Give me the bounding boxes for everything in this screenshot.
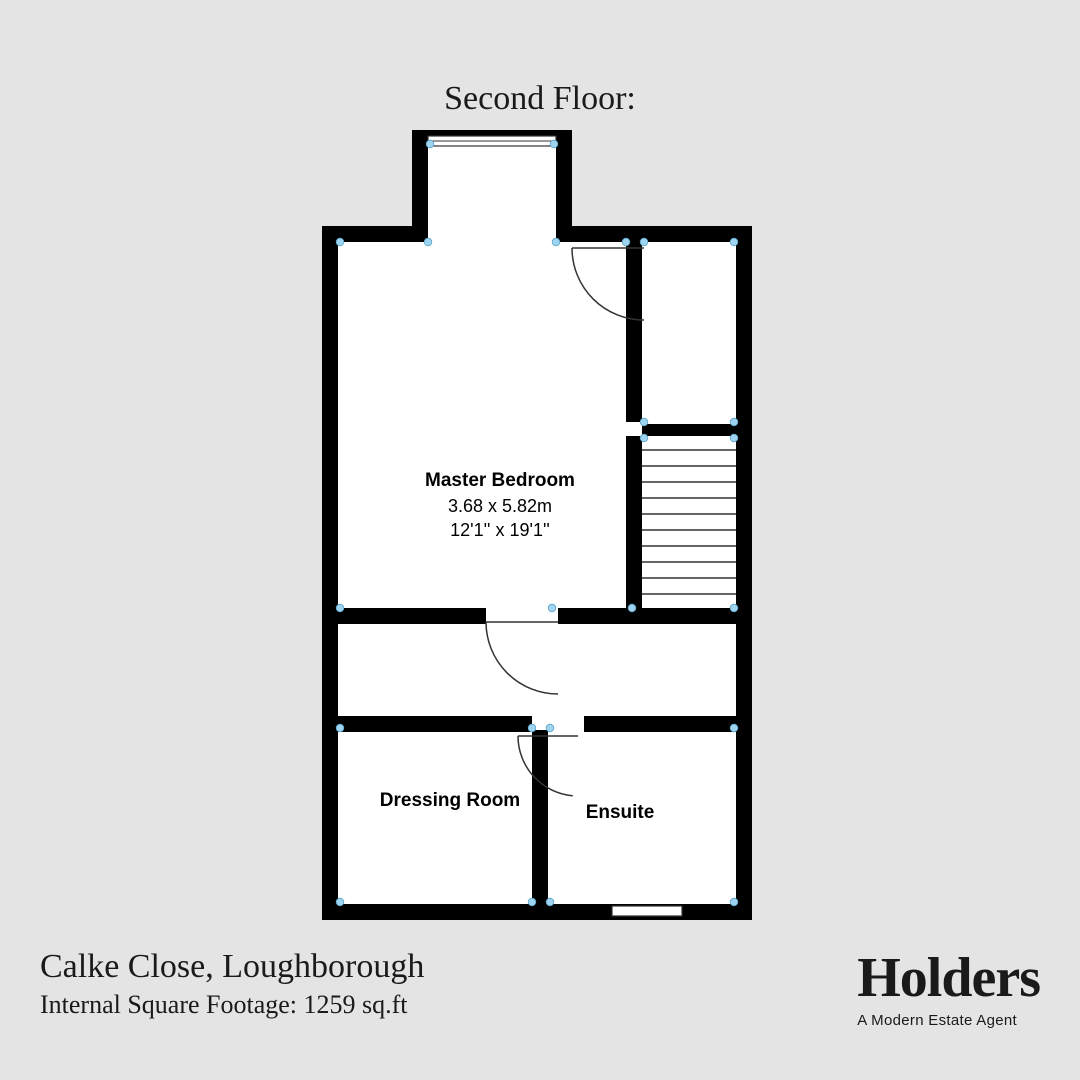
room-label-dressing: Dressing Room (350, 788, 550, 814)
logo-tagline: A Modern Estate Agent (857, 1012, 1040, 1029)
room-label-ensuite: Ensuite (565, 800, 675, 826)
agency-logo: Holders A Modern Estate Agent (857, 950, 1040, 1029)
room-label-master: Master Bedroom3.68 x 5.82m12'1'' x 19'1'… (405, 468, 595, 542)
floor-title: Second Floor: (0, 80, 1080, 118)
property-footage: Internal Square Footage: 1259 sq.ft (40, 990, 740, 1020)
logo-brand: Holders (857, 950, 1040, 1006)
property-address: Calke Close, Loughborough (40, 948, 740, 986)
